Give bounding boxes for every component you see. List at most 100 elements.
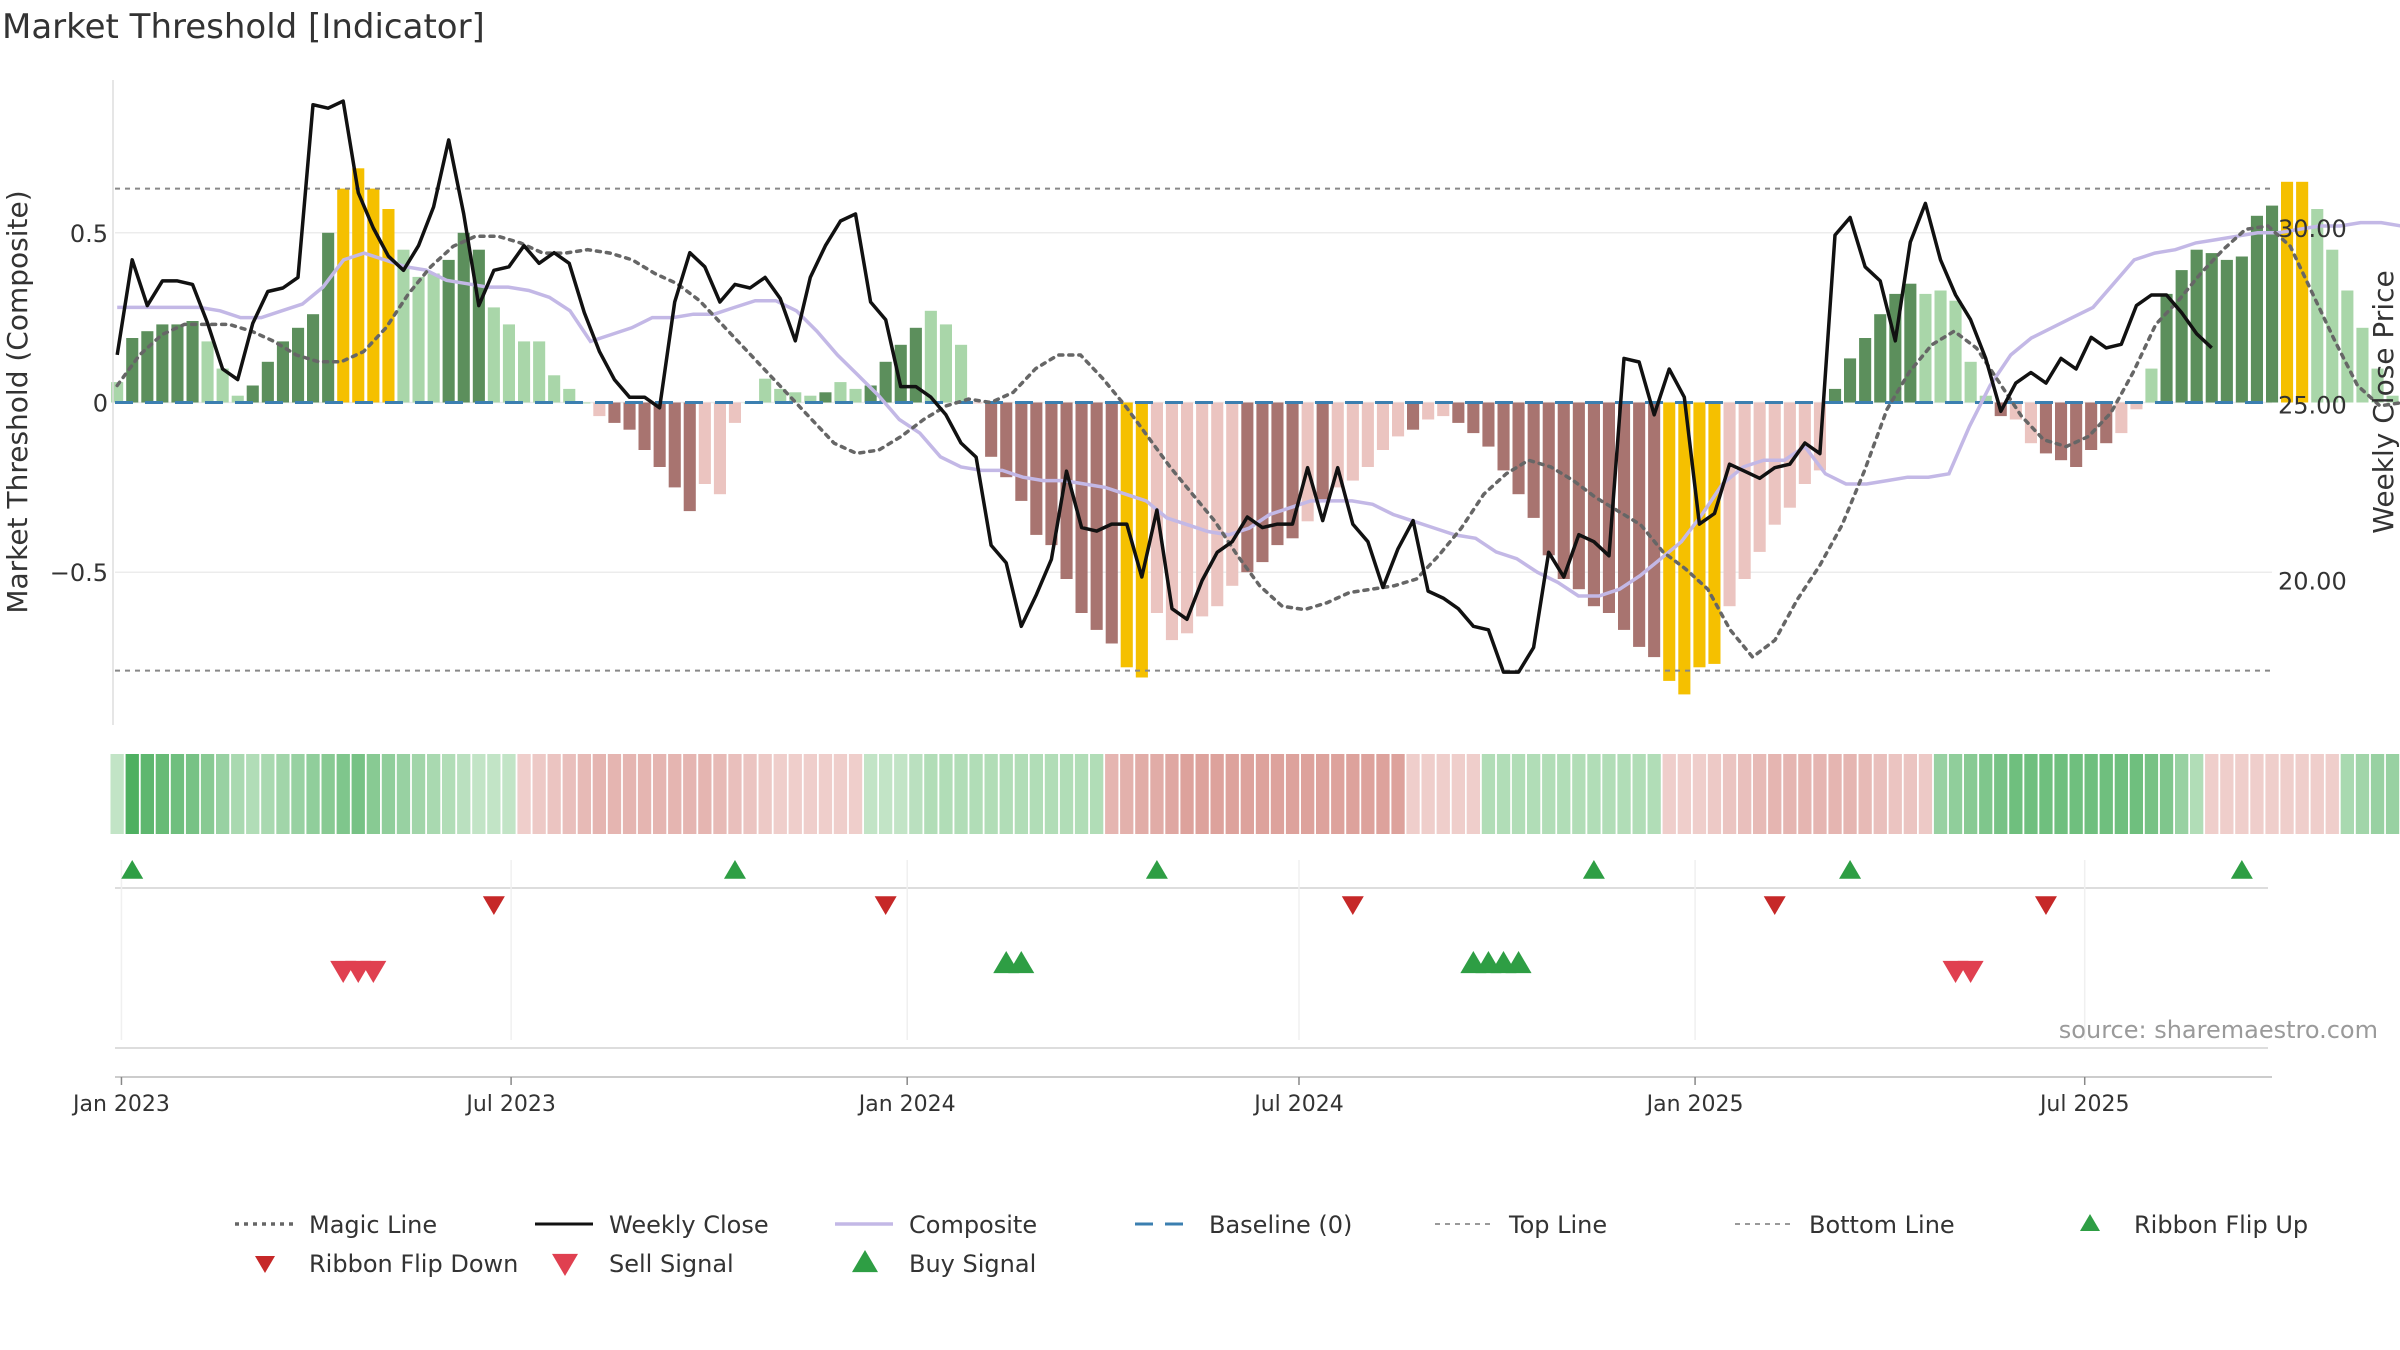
composite-bar [1919,293,1932,403]
ribbon-cell [442,754,456,834]
ribbon-cell [1074,754,1089,834]
composite-bar [713,402,726,495]
composite-bar [261,361,274,403]
composite-bar [1015,402,1028,501]
x-tick-label: Jul 2024 [1252,1092,1344,1117]
composite-bar [201,341,214,403]
buy-signal-marker [1008,951,1035,974]
composite-bar [2100,402,2113,444]
ribbon-cell [924,754,938,834]
ribbon-cell [185,754,200,834]
ribbon-cell [396,754,411,834]
axes: 0.5 0 −0.5 30.00 25.00 20.00 Market Threshold … [1,80,2400,725]
ribbon-cell [1195,754,1209,834]
composite-bar [1587,402,1600,607]
composite-bar [1859,338,1872,403]
ribbon-cell [1798,754,1812,834]
composite-bar [834,382,847,403]
composite-bar [1467,402,1480,434]
legend-label: Magic Line [309,1211,437,1239]
ribbon-cell [562,754,576,834]
ribbon-cell [1918,754,1933,834]
ribbon-cell [683,754,697,834]
composite-bar [1738,402,1751,579]
ribbon-flip-up-marker [1582,860,1605,879]
ribbon-cell [577,754,591,834]
composite-bar [292,327,305,403]
composite-bar [1422,402,1435,420]
composite-bar [2070,402,2083,467]
y-left-tick-label: −0.5 [50,559,108,587]
ribbon-cell [653,754,667,834]
ribbon-flip-up-marker [723,860,746,879]
composite-bar [2055,402,2068,461]
ribbon-cell [2009,754,2023,834]
composite-bar [457,232,470,403]
ribbon-cell [592,754,606,834]
composite-bar [2281,181,2294,403]
ribbon-cell [1632,754,1646,834]
composite-bar [1542,402,1555,556]
composite-bar [2235,256,2248,403]
ribbon-cell [909,754,923,834]
ribbon-cell [1873,754,1887,834]
ribbon-cell [2039,754,2053,834]
ribbon-cell [848,754,863,834]
ribbon-cell [622,754,637,834]
ribbon-cell [2280,754,2294,834]
legend-label: Ribbon Flip Down [309,1250,518,1278]
ribbon-cell [1858,754,1872,834]
legend-marker [852,1250,878,1273]
composite-bar [1226,402,1239,586]
composite-bar [1346,402,1359,481]
composite-bar [246,385,259,403]
ribbon-cell [2054,754,2068,834]
ribbon-cell [728,754,742,834]
composite-bar [1482,402,1495,447]
composite-bar [2175,270,2188,403]
chart-lines [115,99,2400,674]
composite-bar [156,324,169,403]
composite-bar [231,395,244,403]
composite-bar [789,392,802,403]
ribbon-cell [1316,754,1330,834]
legend-label: Baseline (0) [1209,1211,1352,1239]
ribbon-cell [1361,754,1375,834]
ribbon-cell [1948,754,1963,834]
ribbon-flip-up-marker [2230,860,2253,879]
ribbon-cell [2370,754,2385,834]
composite-bar [2039,402,2052,454]
ribbon-cell [758,754,772,834]
ribbon-cell [1406,754,1420,834]
ribbon-cell [1059,754,1074,834]
y-left-tick-label: 0 [93,390,108,418]
ribbon-cell [1753,754,1767,834]
ribbon-cell [1677,754,1691,834]
composite-bar [111,382,124,403]
x-tick-label: Jan 2024 [857,1092,956,1117]
signal-panels: Jan 2023 Jul 2023 Jan 2024 Jul 2024 Jan 2025… [71,860,2272,1117]
legend-label: Bottom Line [1809,1211,1955,1239]
composite-bar [352,168,365,403]
composite-bar [548,375,561,403]
composite-bar [337,188,350,403]
composite-bar [502,324,515,403]
ribbon-cell [532,754,546,834]
composite-bar [1241,402,1254,573]
composite-bar [276,341,289,403]
ribbon-cell [366,754,380,834]
composite-bar [2220,259,2233,403]
composite-bar [2266,205,2279,403]
legend-item: Sell Signal [552,1250,734,1278]
composite-bar [1301,402,1314,522]
ribbon-cell [291,754,305,834]
ribbon-cell [306,754,320,834]
ribbon-cell [2024,754,2038,834]
ribbon-cell [1270,754,1285,834]
ribbon-cell [2144,754,2159,834]
composite-bar [1392,402,1405,437]
ribbon-cell [1722,754,1737,834]
ribbon-flip-up-marker [1839,860,1862,879]
composite-bar [1708,402,1721,664]
composite-bar [1678,402,1691,695]
